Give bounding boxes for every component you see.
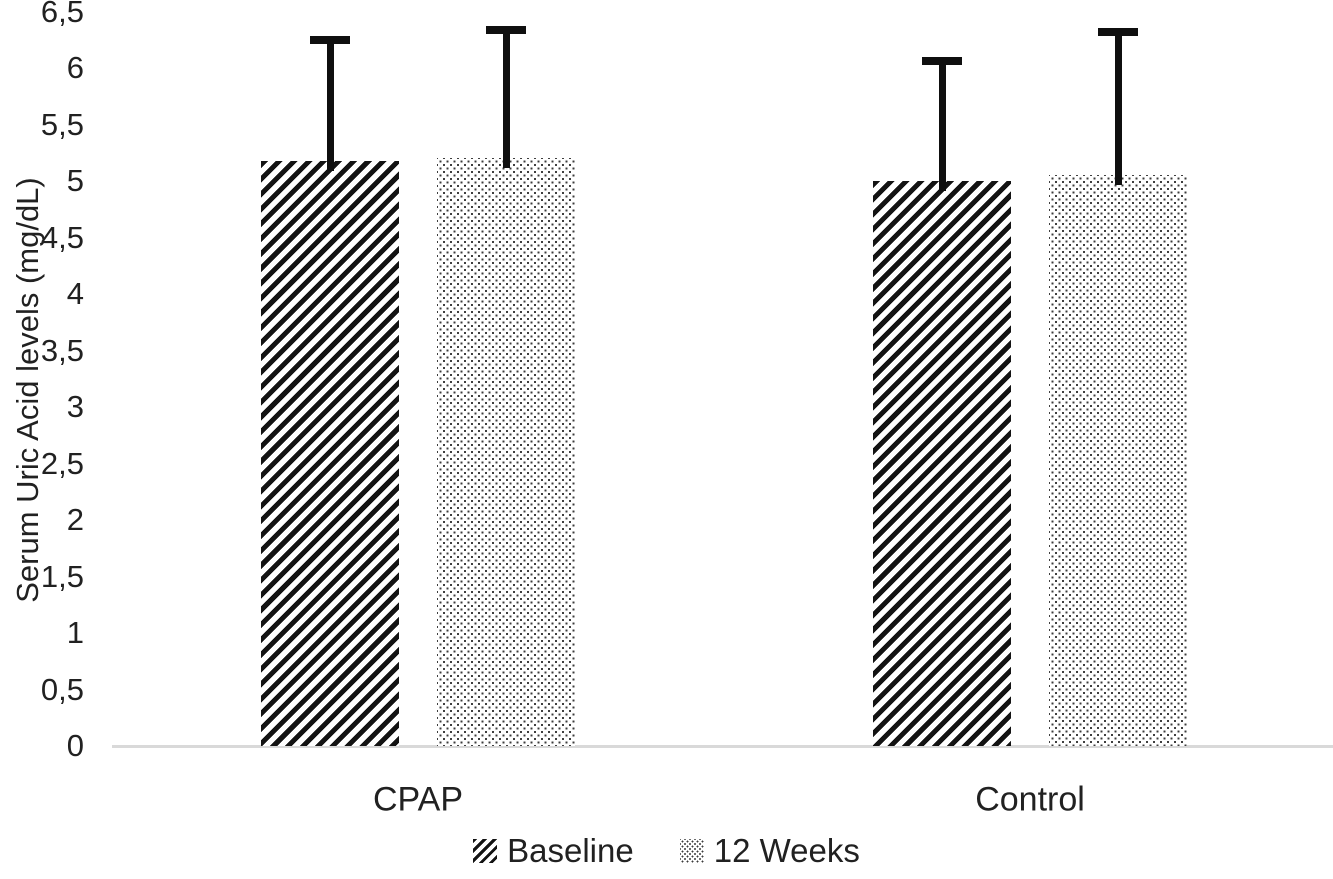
bar-cpap-baseline [261, 160, 399, 746]
legend-label: 12 Weeks [713, 832, 860, 869]
y-tick-label-2: 2 [66, 502, 84, 537]
bar-control-baseline [873, 181, 1011, 746]
bar-control-12-weeks [1049, 175, 1187, 746]
legend-label: Baseline [507, 832, 634, 869]
legend-item-12-weeks: 12 Weeks [679, 832, 860, 870]
y-tick-label-4,5: 4,5 [40, 219, 84, 255]
error-bar-whisker [938, 62, 946, 191]
y-tick-label-6,5: 6,5 [40, 0, 84, 29]
y-tick-label-3,5: 3,5 [40, 332, 84, 368]
y-tick-label-2,5: 2,5 [40, 445, 84, 481]
error-bar-cap [486, 26, 526, 35]
legend: Baseline 12 Weeks [0, 832, 1333, 870]
y-tick-label-4: 4 [66, 276, 84, 311]
y-tick-label-5,5: 5,5 [40, 106, 84, 142]
legend-item-baseline: Baseline [473, 832, 634, 870]
error-bar-whisker [502, 32, 510, 169]
legend-swatch-diagonal-hatch [473, 839, 498, 863]
legend-swatch-dots [679, 839, 704, 863]
y-tick-label-0: 0 [66, 728, 84, 763]
category-label-control: Control [975, 780, 1085, 819]
error-bar-cap [922, 56, 962, 65]
error-bar-cap [1098, 28, 1138, 37]
y-tick-label-3: 3 [66, 389, 84, 424]
error-bar-whisker [1114, 34, 1122, 186]
x-axis-line [112, 745, 1333, 748]
error-bar-whisker [326, 42, 334, 171]
bar-cpap-12-weeks [437, 158, 575, 746]
error-bar-cap [310, 36, 350, 45]
y-tick-label-0,5: 0,5 [40, 671, 84, 707]
y-tick-label-6: 6 [66, 50, 84, 85]
y-tick-label-1: 1 [66, 615, 84, 650]
y-tick-label-5: 5 [66, 163, 84, 198]
y-tick-label-1,5: 1,5 [40, 558, 84, 594]
category-label-cpap: CPAP [372, 780, 464, 819]
